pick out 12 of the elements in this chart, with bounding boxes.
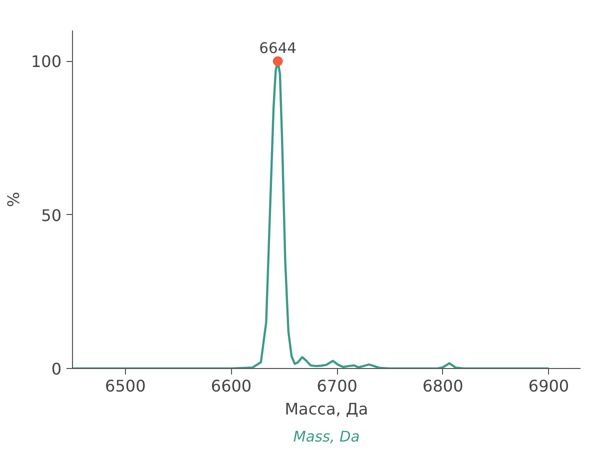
- y-tick-label: 50: [41, 206, 62, 225]
- x-axis-title: Масса, Да: [284, 400, 368, 418]
- annotation: 6644: [259, 40, 296, 58]
- x-tick-label: 6600: [210, 376, 252, 396]
- y-axis-title: %: [4, 192, 23, 208]
- y-tick-label: 100: [30, 52, 62, 72]
- x-tick-label: 6500: [105, 376, 146, 396]
- x-tick-label: 6800: [422, 376, 464, 396]
- y-tick-label: 0: [51, 360, 62, 378]
- x-tick-label: 6900: [528, 376, 570, 396]
- text: Mass, Da: [293, 428, 360, 446]
- x-tick-label: 6700: [316, 376, 358, 396]
